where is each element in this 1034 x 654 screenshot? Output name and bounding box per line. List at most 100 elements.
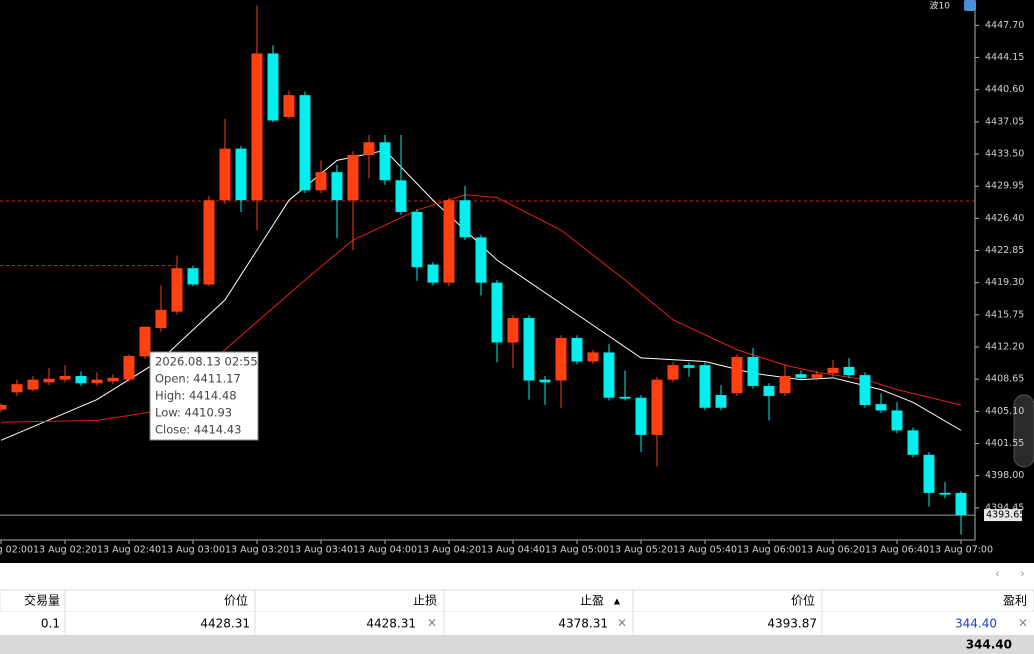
candle-body [827,367,839,374]
candle-body [811,374,823,378]
candle-body [507,318,519,343]
tooltip: 2026.08.13 02:55 Open: 4411.17 High: 4414.… [149,351,259,441]
candle-body [395,180,407,213]
candle-body [475,237,487,283]
price-box [984,509,1022,522]
y-tick-label: 4419.30 [985,277,1024,288]
sort-arrow: ▲ [614,597,621,606]
candle-body [923,454,935,493]
table-header [0,589,1034,613]
y-tick-label: 4440.60 [985,84,1024,95]
candle-body [347,154,359,201]
scroll-right[interactable]: › [1020,567,1025,581]
remove-button[interactable]: × [1018,616,1028,630]
scroll-left[interactable]: ‹ [995,567,1000,581]
remove-button[interactable]: × [427,616,437,630]
candle-body [235,148,247,201]
x-tick-label: 13 Aug 03:40 [289,545,353,556]
candle-body [891,410,903,431]
y-tick-label: 4408.65 [985,374,1024,385]
x-tick-label: 13 Aug 04:40 [481,545,545,556]
y-tick-label: 4401.55 [985,438,1024,449]
column-header: 盈利 [1003,594,1027,608]
candle-body [619,396,631,399]
table-row[interactable] [0,612,1034,635]
candle-body [187,268,199,285]
remove-button[interactable]: × [617,616,627,630]
candle-body [107,377,119,382]
candle-body [523,318,535,381]
candle-body [459,200,471,238]
candle-body [43,378,55,383]
candle-body [571,337,583,362]
candle-body [91,379,103,384]
candle-body [427,264,439,283]
x-tick-label: 13 Aug 03:20 [225,545,289,556]
candle-body [331,172,343,201]
candle-body [875,404,887,411]
moving-average [0,149,962,441]
x-tick-label: 13 Aug 05:00 [545,545,609,556]
cell: 0.1 [41,617,60,631]
candle-body [555,337,567,381]
candle-body [939,492,951,495]
candle-body [411,212,423,268]
candle-body [731,356,743,394]
candle-body [299,95,311,191]
candle-body [379,142,391,181]
candle-body [699,365,711,408]
y-tick-label: 4447.70 [985,20,1024,31]
tooltip-line: 2026.08.13 02:55 [155,355,258,369]
x-tick-label: 13 Aug 05:40 [673,545,737,556]
y-tick-label: 4405.10 [985,406,1024,417]
table: 交易量 价位 止损 止盈 价位 盈利 ▲ 0.1 4428.31 4428.31 4378.31 43… [24,590,1028,652]
side-handle[interactable] [1013,394,1034,468]
price-label: 4393.65 [986,510,1025,521]
candle-body [747,356,759,386]
candle-body [363,142,375,155]
candle-body [539,379,551,383]
y-tick-label: 4422.85 [985,245,1024,256]
table-toolbar [0,563,1034,590]
tooltip-line: Open: 4411.17 [155,372,241,386]
x-tick-label: 13 Aug 02:20 [33,545,97,556]
plot [0,5,975,535]
candle-body [11,384,23,393]
x-tick-label: 13 Aug 06:20 [801,545,865,556]
candle-body [955,492,967,516]
candle-body [203,200,215,285]
candle-body [635,397,647,435]
candle-body [763,385,775,396]
cell: 344.40 [955,617,997,631]
y-tick-label: 4415.75 [985,309,1024,320]
candle-body [587,352,599,362]
total: 344.40 [966,638,1012,652]
x-tick-label: 13 Aug 07:00 [929,545,993,556]
candle-body [283,95,295,117]
column-header: 止盈 [580,594,604,608]
x-tick-label: 13 Aug 06:40 [865,545,929,556]
y-tick-label: 4429.95 [985,181,1024,192]
tooltip-line: Low: 4410.93 [155,406,232,420]
candle-body [27,379,39,390]
candle-body [0,405,7,410]
candle-body [715,395,727,408]
x-tick-label: 13 Aug 04:00 [353,545,417,556]
y-tick-label: 4437.05 [985,116,1024,127]
candle-body [603,352,615,398]
cell: 4428.31 [366,617,416,631]
y-tick-label: 4394.45 [985,502,1024,513]
badge: 波10 [930,0,951,12]
y-tick-label: 4433.50 [985,149,1024,160]
candle-body [443,200,455,283]
badge-icon[interactable] [964,0,976,11]
x-tick-label: 13 Aug 02:40 [97,545,161,556]
table-total-bar [0,635,1034,654]
y-tick-label: 4412.20 [985,342,1024,353]
cell: 4428.31 [200,617,250,631]
candle-body [139,326,151,357]
candle-body [779,376,791,394]
y-tick-label: 4426.40 [985,213,1024,224]
